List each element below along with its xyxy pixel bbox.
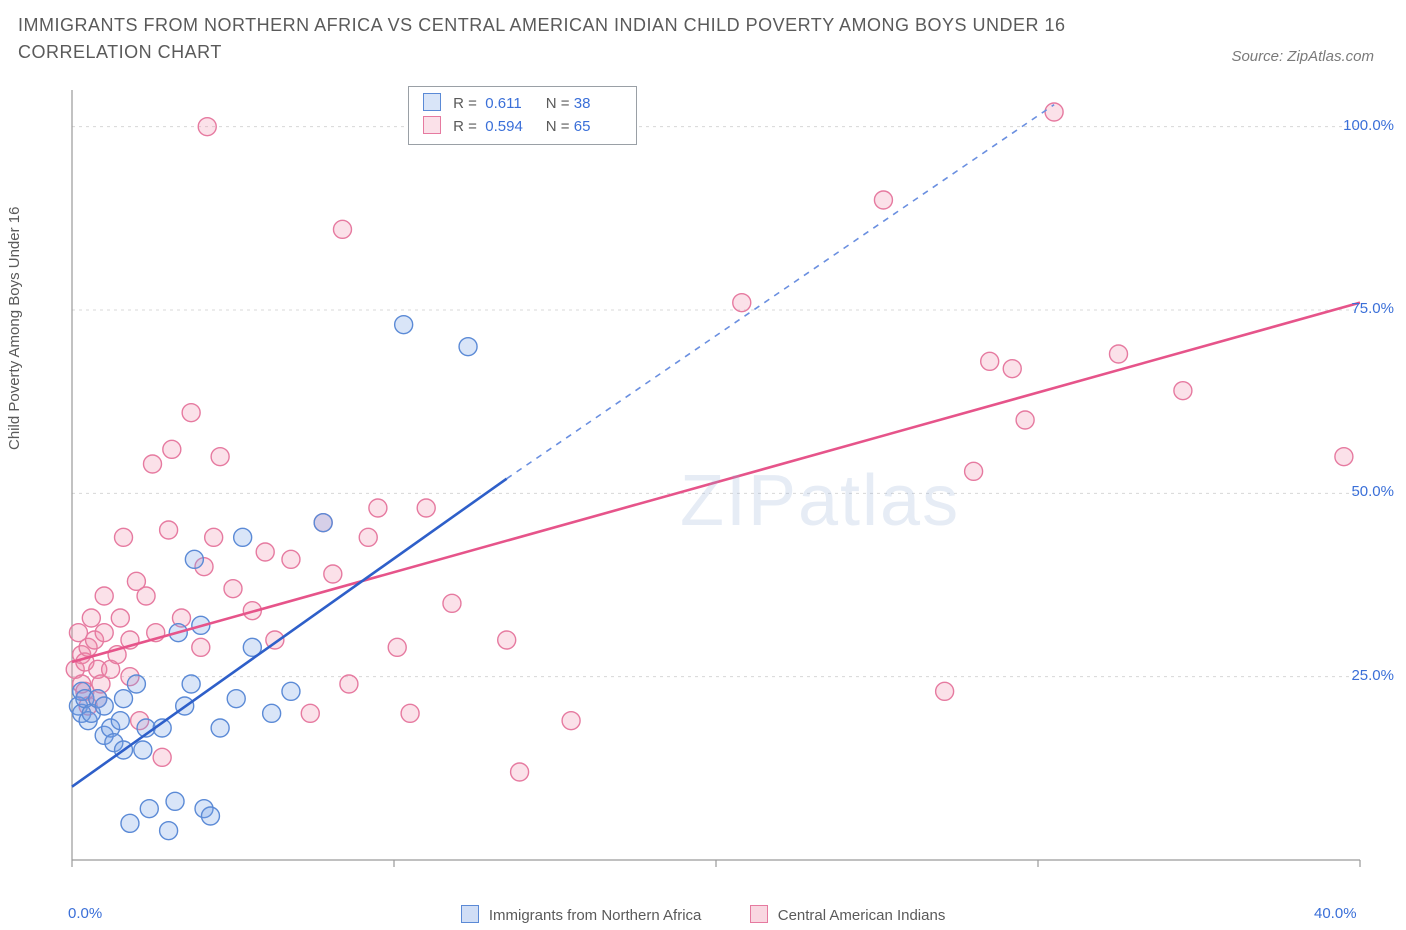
legend-item-pink: Central American Indians	[750, 905, 946, 924]
legend-swatch-pink	[750, 905, 768, 923]
y-tick-75: 75.0%	[1351, 300, 1394, 317]
stats-row-blue: R = 0.611 N = 38	[423, 93, 622, 116]
y-tick-25: 25.0%	[1351, 667, 1394, 684]
scatter-plot	[60, 80, 1380, 870]
legend-swatch-blue	[461, 905, 479, 923]
stats-legend-box: R = 0.611 N = 38 R = 0.594 N = 65	[408, 86, 637, 145]
source-attribution: Source: ZipAtlas.com	[1231, 48, 1374, 65]
stats-swatch-blue	[423, 93, 441, 111]
stats-swatch-pink	[423, 116, 441, 134]
x-tick-40: 40.0%	[1314, 905, 1357, 922]
legend-item-blue: Immigrants from Northern Africa	[461, 905, 702, 924]
x-tick-0: 0.0%	[68, 905, 102, 922]
stats-row-pink: R = 0.594 N = 65	[423, 116, 622, 139]
chart-title: IMMIGRANTS FROM NORTHERN AFRICA VS CENTR…	[18, 12, 1138, 66]
legend-label-pink: Central American Indians	[778, 907, 946, 924]
y-tick-100: 100.0%	[1343, 117, 1394, 134]
legend-label-blue: Immigrants from Northern Africa	[489, 907, 702, 924]
bottom-legend: Immigrants from Northern Africa Central …	[0, 905, 1406, 924]
y-axis-label: Child Poverty Among Boys Under 16	[6, 207, 23, 450]
y-tick-50: 50.0%	[1351, 483, 1394, 500]
